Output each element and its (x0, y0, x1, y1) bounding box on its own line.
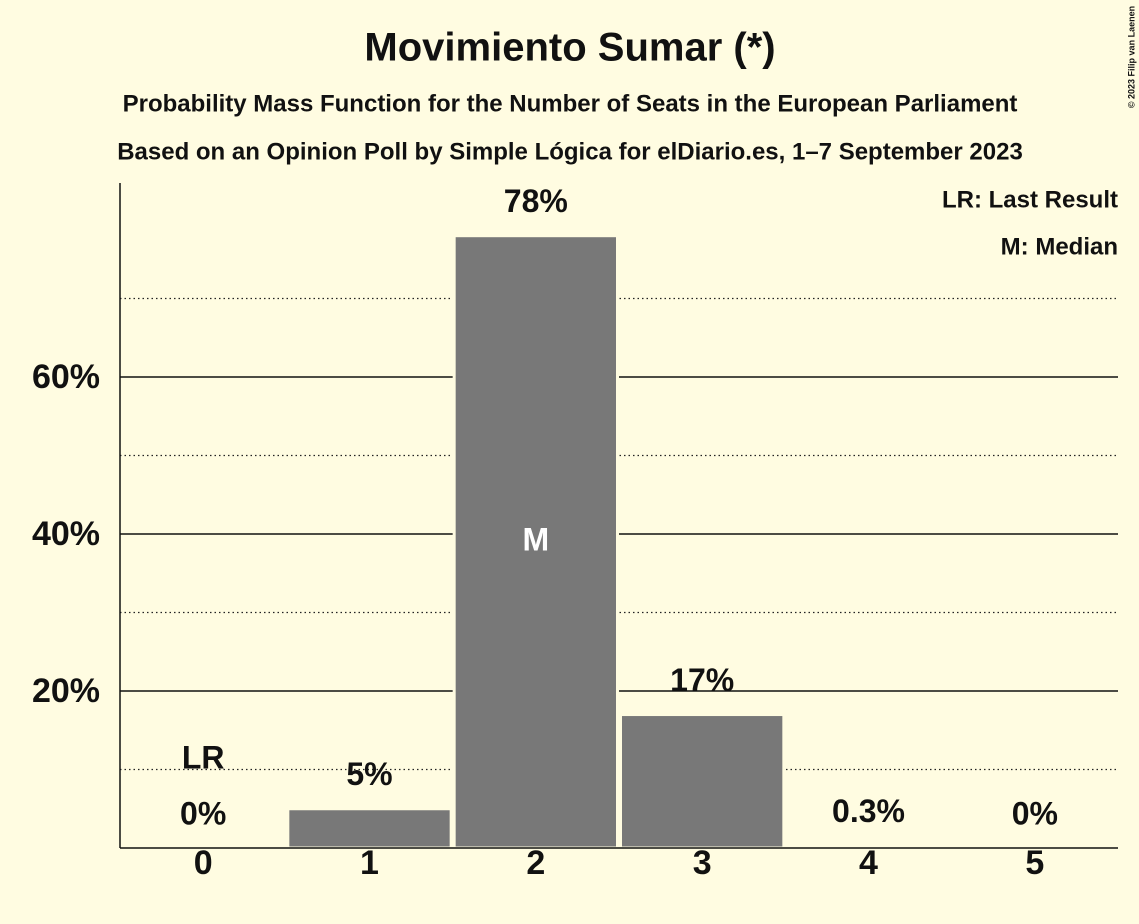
x-tick-label: 1 (360, 844, 379, 882)
value-label: 0.3% (832, 793, 905, 829)
copyright: © 2023 Filip van Laenen (1126, 6, 1136, 108)
value-label: 17% (670, 662, 734, 698)
value-label: 0% (1012, 795, 1058, 831)
x-tick-label: 4 (859, 844, 878, 882)
y-tick-label: 20% (32, 672, 100, 710)
bar (619, 713, 786, 850)
subtitle: Probability Mass Function for the Number… (123, 90, 1018, 117)
legend-entry: LR: Last Result (942, 186, 1118, 213)
last-result-label: LR (182, 739, 225, 775)
bar (286, 807, 453, 850)
value-label: 78% (504, 183, 568, 219)
median-label: M (523, 521, 550, 557)
y-tick-label: 60% (32, 358, 100, 396)
legend-entry: M: Median (1001, 233, 1118, 260)
value-label: 0% (180, 795, 226, 831)
x-tick-label: 2 (526, 844, 545, 882)
value-label: 5% (346, 756, 392, 792)
subtitle: Based on an Opinion Poll by Simple Lógic… (117, 138, 1023, 165)
y-tick-label: 40% (32, 515, 100, 553)
chart-title: Movimiento Sumar (*) (364, 26, 775, 70)
x-tick-label: 5 (1025, 844, 1044, 882)
x-tick-label: 3 (693, 844, 712, 882)
x-tick-label: 0 (194, 844, 213, 882)
